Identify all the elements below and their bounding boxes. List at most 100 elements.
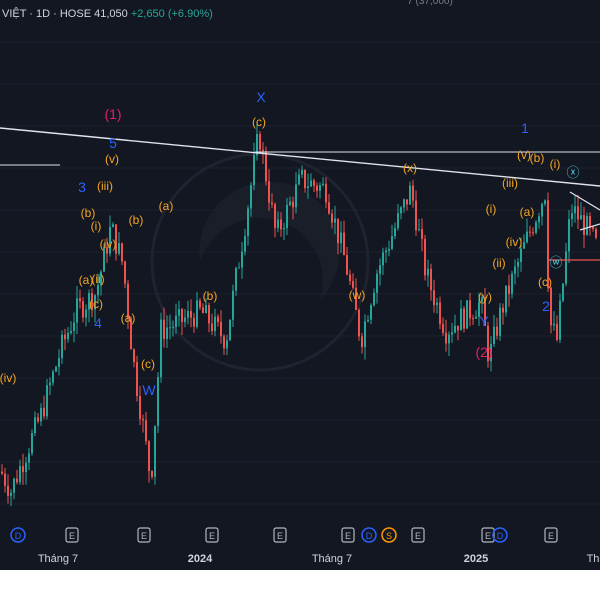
wave-label-pink: (2) (475, 344, 492, 360)
candle-body (40, 407, 42, 422)
wave-label-orange: (a) (159, 199, 174, 213)
candle-body (94, 295, 96, 310)
candle-body (373, 292, 375, 306)
candle-body (7, 485, 9, 496)
candle-body (31, 433, 33, 454)
earnings-marker-label: E (277, 531, 283, 541)
candle-body (334, 218, 336, 223)
candle-body (421, 229, 423, 240)
candle-body (433, 290, 435, 306)
candle-body (187, 311, 189, 318)
candle-body (88, 293, 90, 310)
candle-body (328, 202, 330, 214)
candle-body (541, 203, 543, 217)
candle-body (22, 466, 24, 473)
candle-body (28, 453, 30, 463)
candle-body (292, 201, 294, 208)
candle-body (415, 200, 417, 231)
wave-label-orange: (iv) (100, 237, 117, 251)
candle-body (442, 324, 444, 333)
earnings-marker-label: E (548, 531, 554, 541)
wave-label-orange: (c) (89, 297, 103, 311)
candle-body (331, 213, 333, 223)
candle-body (388, 248, 390, 251)
wave-label-cyan: ⓦ (549, 255, 562, 270)
wave-label-orange: (c) (141, 357, 155, 371)
candle-body (481, 297, 483, 303)
candle-body (595, 228, 597, 238)
wave-label-orange: (ii) (492, 256, 505, 270)
dividend-marker-label: D (497, 531, 504, 541)
candle-body (397, 213, 399, 228)
split-marker-icon (381, 527, 397, 543)
candle-body (250, 185, 252, 209)
candle-body (82, 301, 84, 318)
candle-body (118, 243, 120, 254)
chart-canvas[interactable]: 7 (37,000)(iv)(v)(b)(i)(a)(c)(iii)(b)(iv… (0, 0, 600, 570)
earnings-marker-icon (273, 527, 287, 543)
candle-body (301, 169, 303, 175)
candle-body (253, 155, 255, 186)
wave-label-orange: (w) (349, 288, 366, 302)
candle-body (448, 334, 450, 344)
earnings-marker-label: E (141, 531, 147, 541)
earnings-marker-icon (481, 527, 495, 543)
candle-body (361, 336, 363, 348)
candle-body (439, 302, 441, 325)
candle-body (343, 232, 345, 256)
candle-body (382, 252, 384, 266)
candle-body (493, 326, 495, 344)
triangle-lower-line (579, 223, 600, 231)
candle-body (487, 325, 489, 362)
split-marker-label: S (386, 531, 392, 541)
candle-body (154, 425, 156, 477)
candle-body (571, 213, 573, 220)
wave-label-blue: W (142, 382, 156, 398)
candle-body (394, 227, 396, 237)
earnings-marker-icon (137, 527, 151, 543)
candle-body (553, 323, 555, 326)
candle-body (202, 307, 204, 314)
candle-body (505, 285, 507, 313)
wave-label-cyan: ⓧ (566, 165, 579, 180)
candle-body (43, 407, 45, 417)
candle-body (208, 305, 210, 324)
symbol-header: VIỆT · 1D · HOSE 41,050 +2,650 (+6.90%) (2, 8, 213, 20)
earnings-marker-label: E (69, 531, 75, 541)
candle-body (403, 199, 405, 208)
candle-body (70, 331, 72, 333)
candle-body (223, 336, 225, 349)
candle-body (151, 471, 153, 477)
candle-body (280, 219, 282, 230)
candle-body (385, 250, 387, 253)
candle-body (295, 184, 297, 208)
candle-body (346, 255, 348, 275)
dividend-marker-label: D (15, 531, 22, 541)
price-chart[interactable]: VIỆT · 1D · HOSE 41,050 +2,650 (+6.90%) … (0, 0, 600, 570)
wave-label-orange: (c) (252, 115, 266, 129)
candle-body (484, 297, 486, 326)
candle-body (556, 323, 558, 340)
candle-body (424, 239, 426, 276)
wave-label-orange: (c) (538, 275, 552, 289)
candle-body (244, 235, 246, 252)
candle-body (271, 202, 273, 205)
candle-body (535, 222, 537, 233)
candle-body (523, 242, 525, 249)
wave-label-orange: (b) (129, 213, 144, 227)
wave-label-orange: (v) (517, 148, 531, 162)
candle-body (103, 247, 105, 272)
wave-label-orange: (i) (550, 157, 561, 171)
wave-label-orange: (a) (121, 311, 136, 325)
candle-body (298, 174, 300, 185)
wave-label-orange: (i) (486, 202, 497, 216)
candle-body (160, 319, 162, 378)
candle-body (340, 232, 342, 244)
candle-body (400, 207, 402, 214)
candle-body (121, 243, 123, 262)
candle-body (367, 319, 369, 322)
candle-body (220, 322, 222, 337)
candle-body (319, 185, 321, 191)
candle-body (526, 231, 528, 243)
candle-body (325, 183, 327, 203)
